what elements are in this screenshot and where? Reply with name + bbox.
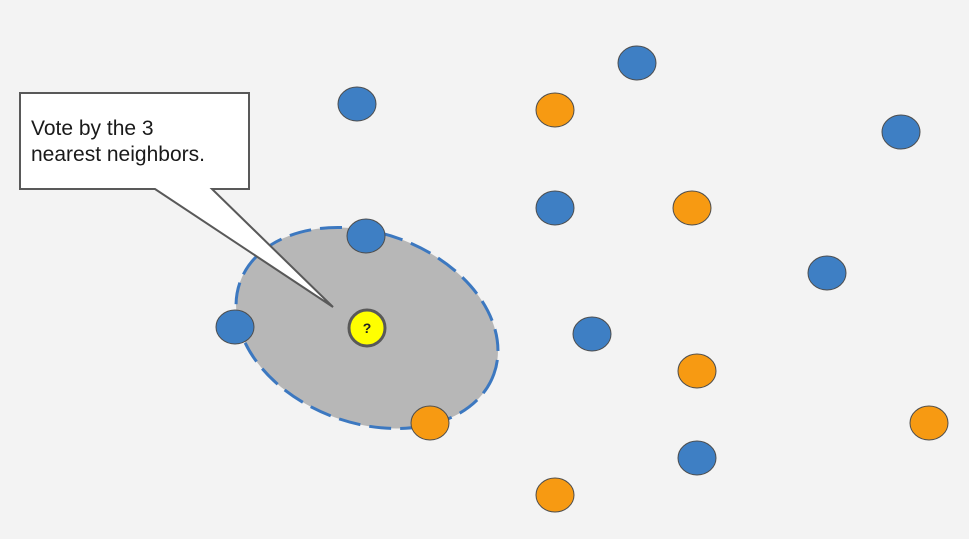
orange-point [677,353,717,389]
blue-point [346,218,386,254]
orange-point [672,190,712,226]
orange-point [535,477,575,513]
query-point-label: ? [363,320,372,336]
orange-point [535,92,575,128]
data-points [215,45,949,513]
callout-box [19,92,334,308]
blue-point [617,45,657,81]
blue-point [337,86,377,122]
callout-text: Vote by the 3 nearest neighbors. [31,117,205,166]
blue-point [215,309,255,345]
blue-point [881,114,921,150]
orange-point [410,405,450,441]
orange-point [909,405,949,441]
blue-point [572,316,612,352]
query-point [347,308,387,348]
blue-point [535,190,575,226]
blue-point [677,440,717,476]
blue-point [807,255,847,291]
